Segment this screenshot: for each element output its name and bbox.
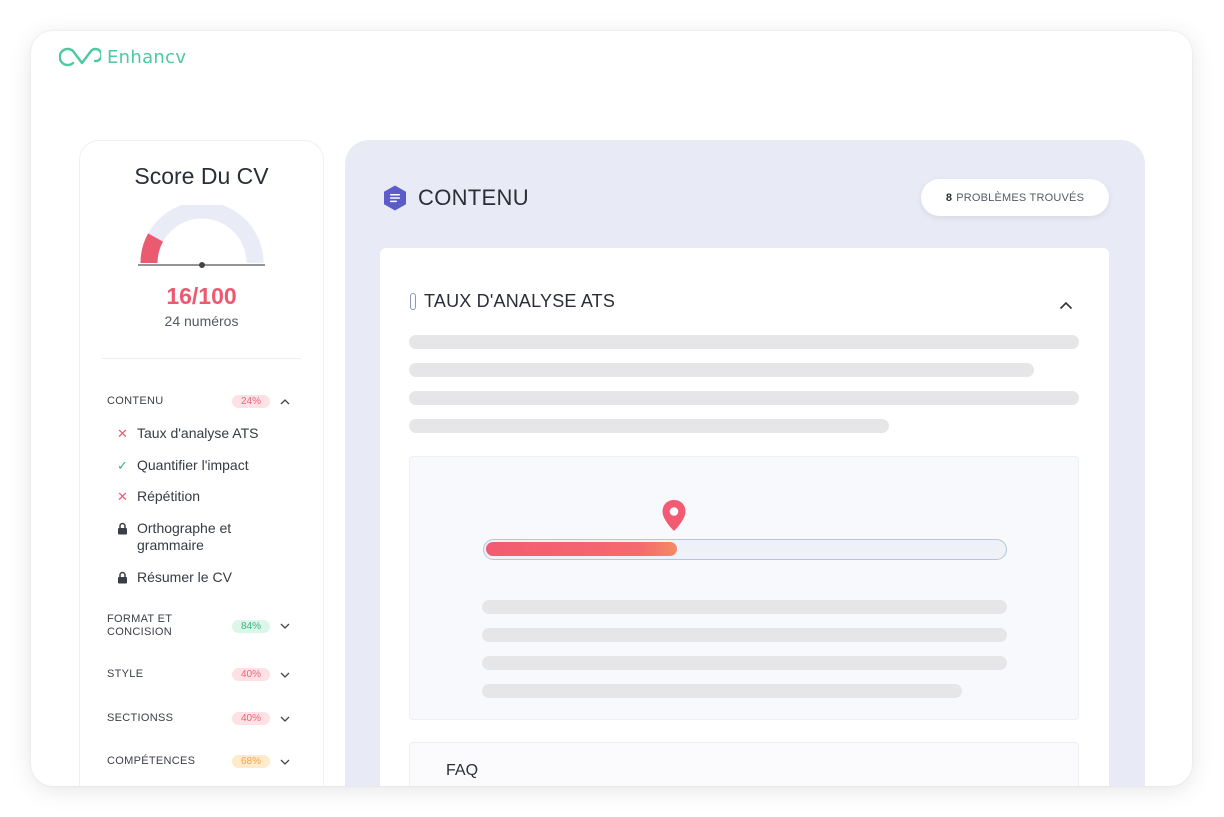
sub-item-summary[interactable]: Résumer le CV xyxy=(116,569,306,586)
sub-item-label: Résumer le CV xyxy=(137,569,232,585)
category-percent-badge: 40% xyxy=(232,712,270,725)
skeleton-line xyxy=(482,600,1007,614)
category-label: CONTENU xyxy=(107,395,164,407)
category-sections[interactable]: SECTIONSS 40% xyxy=(107,712,297,725)
issues-found-pill: 8 PROBLÈMES TROUVÉS xyxy=(921,179,1109,216)
map-pin-icon xyxy=(662,500,686,531)
panel-header: CONTENU xyxy=(381,184,529,212)
skeleton-line xyxy=(409,363,1034,377)
section-header[interactable]: TAUX D'ANALYSE ATS xyxy=(410,291,615,312)
x-icon: ✕ xyxy=(117,426,128,441)
chevron-down-icon[interactable] xyxy=(279,620,291,632)
score-gauge xyxy=(138,205,265,268)
panel-title: CONTENU xyxy=(418,185,529,210)
category-label: STYLE xyxy=(107,668,144,680)
chevron-down-icon[interactable] xyxy=(279,756,291,768)
check-icon: ✓ xyxy=(117,458,128,473)
x-icon: ✕ xyxy=(117,489,128,504)
score-title: Score Du CV xyxy=(134,163,269,189)
ats-score-box xyxy=(409,456,1079,720)
lock-icon xyxy=(116,520,129,537)
category-label: SECTIONSS xyxy=(107,712,174,724)
score-issues-count: 24 numéros xyxy=(164,313,239,329)
category-percent-badge: 24% xyxy=(232,395,270,408)
sub-item-label: Quantifier l'impact xyxy=(137,457,249,473)
lock-icon xyxy=(116,569,129,586)
chevron-down-icon[interactable] xyxy=(279,713,291,725)
category-label: COMPÉTENCES xyxy=(107,755,196,767)
issues-count: 8 xyxy=(945,191,953,204)
category-label: FORMAT ET CONCISION xyxy=(107,613,173,638)
issues-label: PROBLÈMES TROUVÉS xyxy=(956,191,1085,204)
skeleton-line xyxy=(409,419,889,433)
ats-section-card: TAUX D'ANALYSE ATS xyxy=(380,248,1109,786)
brand-logo[interactable]: Enhancv xyxy=(59,46,186,68)
section-title: TAUX D'ANALYSE ATS xyxy=(424,291,616,311)
category-percent-badge: 68% xyxy=(232,755,270,768)
category-contenu[interactable]: CONTENU 24% xyxy=(107,395,297,408)
score-sidebar: Score Du CV 16/100 24 numéros CONTENU 24… xyxy=(79,140,324,786)
skeleton-line xyxy=(482,684,962,698)
ats-progress-bar xyxy=(483,539,1007,560)
sub-item-label: Taux d'analyse ATS xyxy=(137,425,259,441)
chevron-up-icon[interactable] xyxy=(1059,297,1073,315)
brand-name: Enhancv xyxy=(107,46,187,68)
sub-item-ats[interactable]: ✕ Taux d'analyse ATS xyxy=(116,425,306,442)
ats-progress-fill xyxy=(486,542,677,556)
skeleton-line xyxy=(482,628,1007,642)
chevron-up-icon[interactable] xyxy=(279,396,291,408)
document-hexagon-icon xyxy=(384,185,406,211)
content-panel: CONTENU 8 PROBLÈMES TROUVÉS TAUX D'ANALY… xyxy=(345,140,1145,786)
score-value: 16/100 xyxy=(166,283,237,309)
enhancv-logo-icon xyxy=(59,47,101,67)
app-window: Enhancv Score Du CV 16/100 24 numéros CO… xyxy=(31,31,1192,786)
skeleton-line xyxy=(409,335,1079,349)
sub-item-label: Orthographe et grammaire xyxy=(137,520,232,553)
skeleton-line xyxy=(409,391,1079,405)
category-skills[interactable]: COMPÉTENCES 68% xyxy=(107,755,297,768)
sub-item-label: Répétition xyxy=(137,488,201,504)
sidebar-divider xyxy=(102,358,301,359)
sub-item-repetition[interactable]: ✕ Répétition xyxy=(116,488,306,505)
category-format[interactable]: FORMAT ET CONCISION 84% xyxy=(107,613,297,639)
chevron-down-icon[interactable] xyxy=(279,669,291,681)
faq-section[interactable]: FAQ xyxy=(409,742,1079,786)
sub-item-spelling[interactable]: Orthographe et grammaire xyxy=(116,520,266,554)
category-style[interactable]: STYLE 40% xyxy=(107,668,297,681)
faq-label: FAQ xyxy=(446,762,479,779)
category-percent-badge: 84% xyxy=(232,619,270,633)
category-percent-badge: 40% xyxy=(232,668,270,681)
sub-item-quantify-impact[interactable]: ✓ Quantifier l'impact xyxy=(116,457,306,474)
skeleton-line xyxy=(482,656,1007,670)
section-marker-icon xyxy=(410,293,416,310)
